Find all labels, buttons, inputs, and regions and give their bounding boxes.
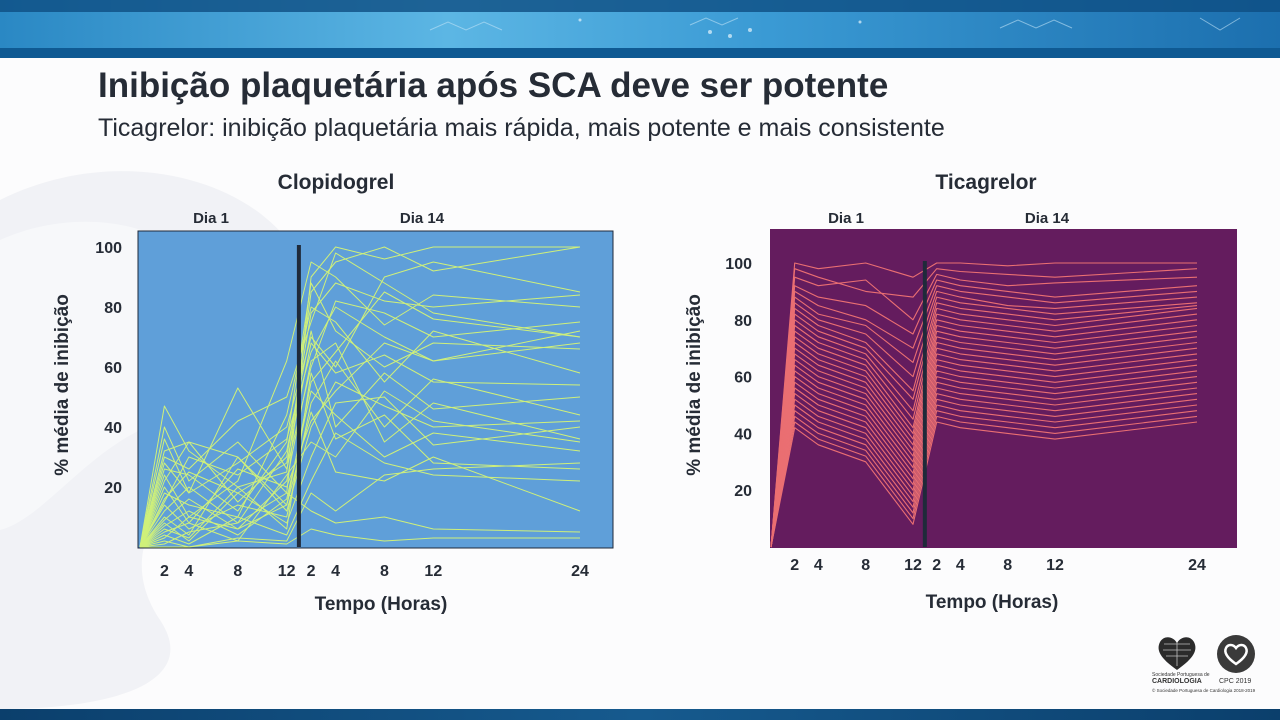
cpc-label: CPC 2019	[1219, 678, 1252, 685]
y-tick-label: 60	[104, 360, 122, 377]
y-tick-label: 80	[104, 300, 122, 317]
y-tick-label: 100	[95, 240, 122, 257]
slide-title: Inibição plaquetária após SCA deve ser p…	[98, 66, 889, 105]
cpc-heart-logo	[1217, 635, 1255, 673]
copyright: © Sociedade Portuguesa de Cardiologia 20…	[1152, 688, 1256, 693]
x-axis-label: Tempo (Horas)	[926, 592, 1059, 613]
plot-area	[770, 229, 1237, 548]
x-tick-label: 2	[307, 563, 316, 580]
x-tick-label: 4	[184, 563, 193, 580]
y-axis-label: % média de inibição	[684, 294, 705, 476]
spc-name: CARDIOLOGIA	[1152, 678, 1202, 685]
logos: Sociedade Portuguesa de CARDIOLOGIA CPC …	[1152, 632, 1262, 696]
chart-title: Ticagrelor	[935, 171, 1036, 194]
x-tick-label: 4	[331, 563, 340, 580]
spc-heart-logo	[1158, 637, 1196, 670]
slide-subtitle: Ticagrelor: inibição plaquetária mais rá…	[98, 114, 945, 142]
header-banner	[0, 0, 1280, 58]
y-tick-label: 40	[734, 426, 752, 443]
y-tick-label: 20	[104, 480, 122, 497]
x-tick-label: 8	[1003, 557, 1012, 574]
x-tick-label: 24	[571, 563, 589, 580]
x-tick-label: 2	[932, 557, 941, 574]
x-tick-label: 2	[160, 563, 169, 580]
y-tick-label: 40	[104, 420, 122, 437]
section-label-day1: Dia 1	[828, 210, 864, 227]
x-tick-label: 2	[790, 557, 799, 574]
x-axis-label: Tempo (Horas)	[315, 594, 448, 615]
x-tick-label: 12	[424, 563, 442, 580]
y-tick-label: 20	[734, 483, 752, 500]
chart-title: Clopidogrel	[278, 171, 395, 194]
x-tick-label: 12	[904, 557, 922, 574]
section-label-day14: Dia 14	[400, 210, 445, 227]
y-tick-label: 100	[725, 256, 752, 273]
x-tick-label: 24	[1188, 557, 1206, 574]
x-tick-label: 8	[861, 557, 870, 574]
x-tick-label: 12	[1046, 557, 1064, 574]
footer-bar	[0, 709, 1280, 720]
x-tick-label: 8	[380, 563, 389, 580]
x-tick-label: 4	[956, 557, 965, 574]
section-label-day1: Dia 1	[193, 210, 229, 227]
x-tick-label: 8	[233, 563, 242, 580]
x-tick-label: 4	[814, 557, 823, 574]
spc-small-text: Sociedade Portuguesa de	[1152, 672, 1210, 678]
y-tick-label: 80	[734, 313, 752, 330]
y-tick-label: 60	[734, 370, 752, 387]
plot-area	[137, 230, 614, 549]
x-tick-label: 12	[278, 563, 296, 580]
section-label-day14: Dia 14	[1025, 210, 1070, 227]
y-axis-label: % média de inibição	[52, 294, 73, 476]
